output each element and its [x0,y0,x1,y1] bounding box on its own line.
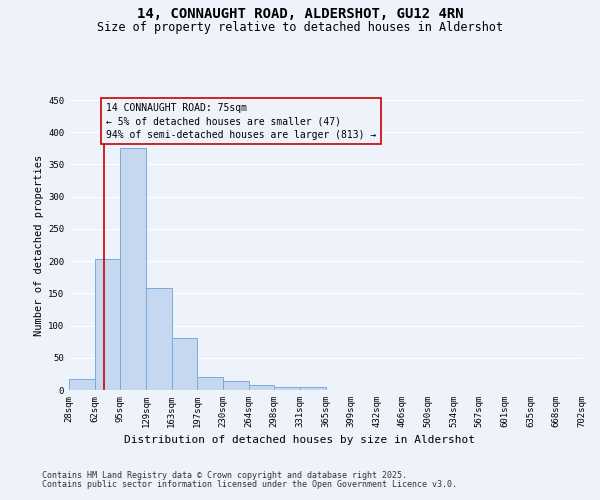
Bar [248,386,274,390]
Bar [223,381,248,390]
Bar [300,388,325,390]
Bar [172,338,197,390]
Y-axis label: Number of detached properties: Number of detached properties [34,154,44,336]
Text: Contains public sector information licensed under the Open Government Licence v3: Contains public sector information licen… [42,480,457,489]
Text: Contains HM Land Registry data © Crown copyright and database right 2025.: Contains HM Land Registry data © Crown c… [42,471,407,480]
Bar [274,387,300,390]
Bar [95,258,121,390]
Bar [146,288,172,390]
Bar [121,148,146,390]
Bar [197,377,223,390]
Text: 14 CONNAUGHT ROAD: 75sqm
← 5% of detached houses are smaller (47)
94% of semi-de: 14 CONNAUGHT ROAD: 75sqm ← 5% of detache… [106,103,376,140]
Text: Distribution of detached houses by size in Aldershot: Distribution of detached houses by size … [125,435,476,445]
Text: 14, CONNAUGHT ROAD, ALDERSHOT, GU12 4RN: 14, CONNAUGHT ROAD, ALDERSHOT, GU12 4RN [137,8,463,22]
Bar [69,379,95,390]
Text: Size of property relative to detached houses in Aldershot: Size of property relative to detached ho… [97,21,503,34]
